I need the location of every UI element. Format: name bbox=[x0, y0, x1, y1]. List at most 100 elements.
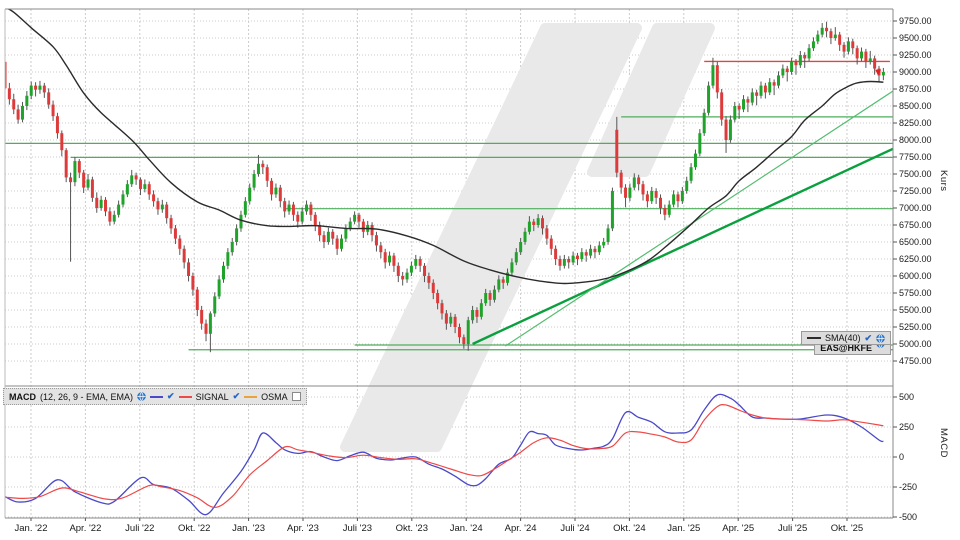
candle-body bbox=[514, 252, 518, 263]
candle-body bbox=[326, 231, 330, 242]
macd-tick-label: 500 bbox=[899, 392, 914, 402]
candle-body bbox=[147, 184, 151, 195]
candle-body bbox=[776, 75, 780, 86]
candle-body bbox=[523, 231, 527, 242]
x-tick-label: Juli '23 bbox=[343, 523, 372, 534]
candle-body bbox=[182, 248, 186, 263]
candle-body bbox=[589, 248, 593, 256]
candle-body bbox=[418, 259, 422, 266]
macd-checkbox[interactable]: ✔ bbox=[167, 391, 175, 401]
candle-body bbox=[256, 163, 260, 174]
macd-tick-label: 0 bbox=[899, 452, 904, 462]
price-tick-label: 6250.00 bbox=[899, 254, 932, 264]
candle-body bbox=[47, 92, 51, 105]
candle-body bbox=[619, 172, 623, 188]
candle-body bbox=[331, 231, 335, 239]
candle-body bbox=[466, 320, 470, 344]
signal-line bbox=[5, 403, 884, 509]
candle-body bbox=[427, 276, 431, 283]
candle-body bbox=[624, 187, 628, 198]
candle-body bbox=[414, 259, 418, 266]
candle-body bbox=[842, 44, 846, 52]
candle-body bbox=[724, 119, 728, 140]
price-tick-label: 6750.00 bbox=[899, 220, 932, 230]
sma-checkbox[interactable]: ✔ bbox=[864, 332, 872, 343]
x-tick-label: Okt. '23 bbox=[396, 523, 428, 534]
x-tick-label: Jan. '24 bbox=[450, 523, 483, 534]
candle-body bbox=[265, 167, 269, 181]
signal-checkbox[interactable]: ✔ bbox=[232, 391, 241, 401]
x-tick-label: Juli '22 bbox=[125, 523, 154, 534]
x-tick-label: Okt. '24 bbox=[613, 523, 645, 534]
candle-body bbox=[296, 214, 300, 222]
candle-body bbox=[794, 61, 798, 66]
price-tick-label: 5500.00 bbox=[899, 305, 932, 315]
candle-body bbox=[811, 41, 815, 49]
candle-body bbox=[423, 265, 427, 276]
candle-body bbox=[562, 259, 566, 266]
candle-body bbox=[64, 150, 68, 178]
candle-body bbox=[549, 238, 553, 249]
candle-body bbox=[807, 48, 811, 59]
candle-body bbox=[711, 65, 715, 86]
candle-body bbox=[790, 61, 794, 72]
candle-body bbox=[313, 214, 317, 225]
candle-body bbox=[667, 204, 671, 215]
candle-body bbox=[108, 211, 112, 222]
price-tick-label: 5000.00 bbox=[899, 339, 932, 349]
candle-body bbox=[650, 191, 654, 202]
price-tick-label: 6000.00 bbox=[899, 271, 932, 281]
candle-body bbox=[25, 95, 29, 106]
candle-body bbox=[672, 194, 676, 205]
globe-icon[interactable] bbox=[876, 333, 885, 343]
candle-body bbox=[510, 262, 514, 273]
macd-legend-title: MACD bbox=[9, 391, 36, 402]
candle-body bbox=[200, 310, 204, 324]
candle-body bbox=[492, 289, 496, 300]
candle-body bbox=[501, 279, 505, 283]
candle-body bbox=[348, 221, 352, 229]
candle-body bbox=[143, 184, 147, 189]
candle-body bbox=[580, 252, 584, 259]
candle-body bbox=[440, 303, 444, 314]
candle-body bbox=[187, 262, 191, 276]
candle-body bbox=[29, 85, 33, 96]
candle-body bbox=[527, 221, 531, 232]
candle-body bbox=[772, 82, 776, 86]
candle-body bbox=[222, 265, 225, 280]
candle-body bbox=[77, 161, 81, 173]
candle-body bbox=[759, 85, 763, 96]
logo-watermark bbox=[587, 23, 715, 177]
price-tick-label: 8250.00 bbox=[899, 118, 932, 128]
candle-body bbox=[593, 248, 597, 253]
candle-body bbox=[16, 109, 20, 120]
price-tick-label: 6500.00 bbox=[899, 237, 932, 247]
candle-body bbox=[484, 293, 488, 304]
candle-body bbox=[274, 187, 278, 195]
candle-body bbox=[300, 211, 304, 222]
candle-body bbox=[851, 41, 855, 49]
candle-body bbox=[51, 104, 55, 117]
candle-body bbox=[357, 214, 361, 222]
globe-icon[interactable] bbox=[137, 392, 146, 401]
x-tick-label: Juli '25 bbox=[778, 523, 807, 534]
candle-body bbox=[768, 82, 772, 93]
candle-body bbox=[374, 235, 378, 246]
price-tick-label: 7500.00 bbox=[899, 169, 932, 179]
price-tick-label: 9000.00 bbox=[899, 67, 932, 77]
candle-body bbox=[38, 85, 42, 90]
macd-line bbox=[5, 393, 884, 516]
macd-tick-label: 250 bbox=[899, 422, 914, 432]
candle-body bbox=[335, 238, 339, 249]
candle-body bbox=[659, 197, 662, 208]
candle-body bbox=[628, 187, 632, 198]
x-tick-label: Jan. '23 bbox=[232, 523, 265, 534]
candle-body bbox=[720, 92, 724, 120]
candle-body bbox=[881, 72, 885, 76]
macd-panel bbox=[5, 393, 884, 516]
candle-body bbox=[873, 58, 877, 69]
osma-checkbox[interactable] bbox=[291, 392, 301, 401]
candle-body bbox=[117, 204, 121, 215]
macd-line-swatch bbox=[150, 395, 164, 398]
